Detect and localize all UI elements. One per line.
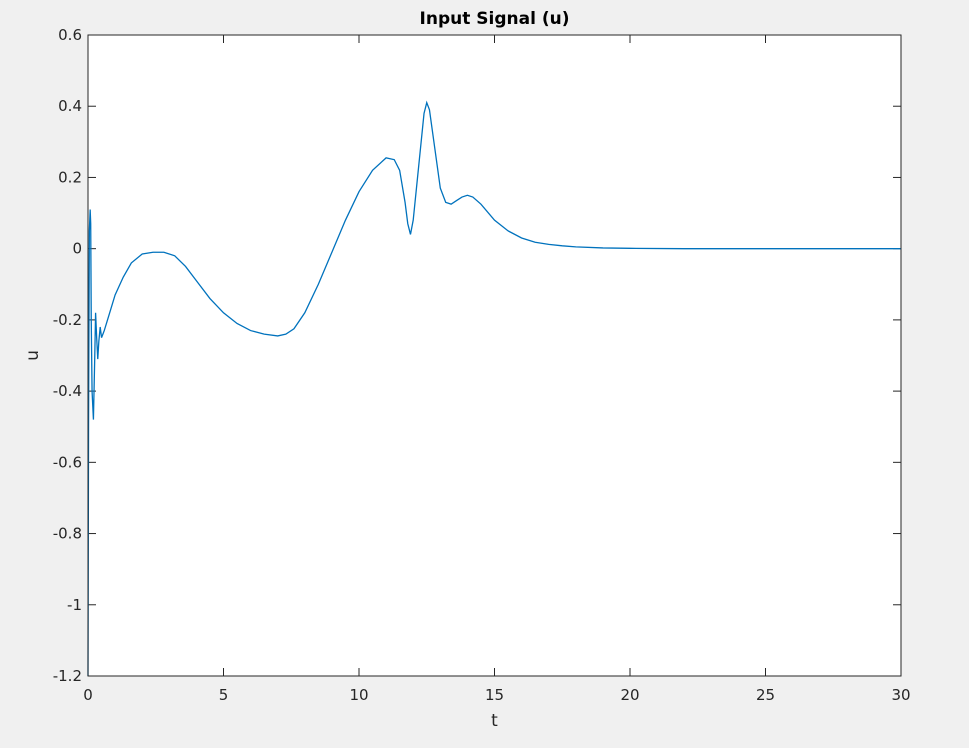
series-line [87, 100, 901, 677]
y-tick-label: 0.2 [58, 168, 82, 186]
x-tick-label: 10 [349, 686, 368, 704]
x-tick-label: 30 [891, 686, 910, 704]
plot-area [88, 35, 901, 676]
y-tick-label: 0 [72, 240, 82, 258]
x-axis-label: t [491, 711, 498, 731]
y-tick-label: 0.6 [58, 26, 82, 44]
y-tick-label: -1 [67, 596, 82, 614]
y-tick-label: -0.6 [53, 453, 82, 471]
y-tick-label: -0.4 [53, 382, 82, 400]
y-axis-label: u [23, 350, 43, 361]
y-tick-label: 0.4 [58, 97, 82, 115]
chart-title: Input Signal (u) [420, 9, 570, 29]
y-tick-label: -0.8 [53, 525, 82, 543]
x-tick-label: 20 [620, 686, 639, 704]
x-tick-label: 5 [219, 686, 229, 704]
y-tick-labels: 0.6 0.4 0.2 0 -0.2 -0.4 -0.6 -0.8 -1 -1.2 [53, 26, 82, 685]
y-tick-label: -0.2 [53, 311, 82, 329]
x-tick-label: 25 [756, 686, 775, 704]
plot-box [87, 34, 902, 677]
x-tick-labels: 0 5 10 15 20 25 30 [83, 686, 910, 704]
x-tick-label: 15 [485, 686, 504, 704]
y-tick-label: -1.2 [53, 667, 82, 685]
x-tick-label: 0 [83, 686, 93, 704]
